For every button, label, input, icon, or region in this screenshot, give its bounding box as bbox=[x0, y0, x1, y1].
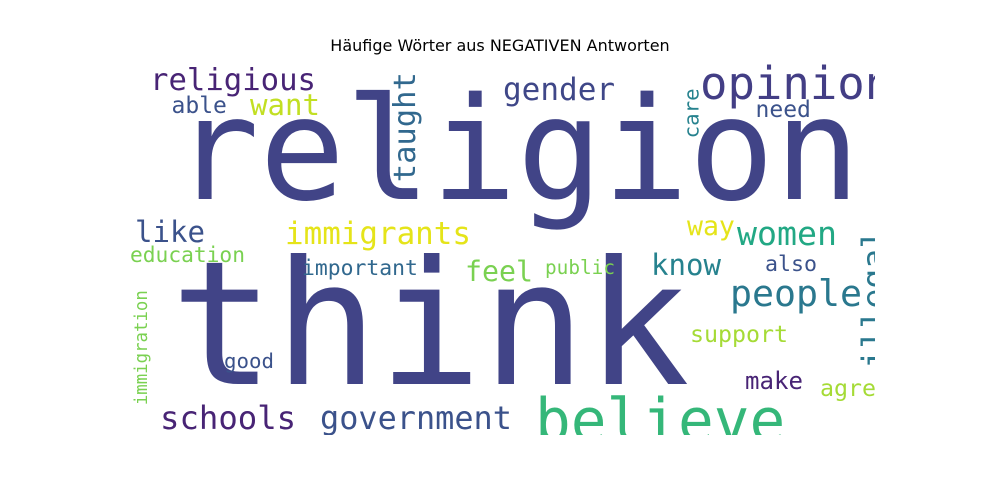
word-care: care bbox=[679, 87, 704, 138]
figure-title: Häufige Wörter aus NEGATIVEN Antworten bbox=[330, 36, 670, 55]
word-cloud: religion think believe opinion religious… bbox=[125, 60, 875, 435]
word-want: want bbox=[250, 87, 320, 122]
word-need: need bbox=[755, 96, 811, 123]
word-believe: believe bbox=[535, 386, 786, 435]
word-education: education bbox=[130, 242, 245, 268]
word-immigrants: immigrants bbox=[285, 215, 471, 252]
word-also: also bbox=[765, 252, 817, 277]
word-know: know bbox=[651, 247, 721, 282]
word-women: women bbox=[737, 213, 837, 253]
word-religion: religion bbox=[173, 66, 861, 233]
word-good: good bbox=[224, 348, 274, 373]
word-taught: taught bbox=[387, 72, 423, 183]
word-think: think bbox=[170, 223, 690, 425]
word-government: government bbox=[320, 399, 512, 435]
word-religious: religious bbox=[150, 62, 316, 98]
word-gender: gender bbox=[503, 71, 616, 108]
word-able: able bbox=[171, 92, 227, 119]
word-make: make bbox=[745, 367, 803, 395]
word-public: public bbox=[545, 255, 615, 279]
word-way: way bbox=[687, 210, 735, 242]
word-schools: schools bbox=[160, 399, 297, 435]
word-like: like bbox=[135, 214, 205, 249]
word-feel: feel bbox=[465, 255, 533, 288]
word-opinion: opinion bbox=[700, 60, 875, 110]
word-people: people bbox=[730, 271, 863, 315]
word-important: important bbox=[302, 255, 418, 281]
word-immigration: immigration bbox=[131, 290, 152, 406]
word-agree: agree bbox=[820, 374, 875, 402]
word-support: support bbox=[690, 320, 789, 348]
